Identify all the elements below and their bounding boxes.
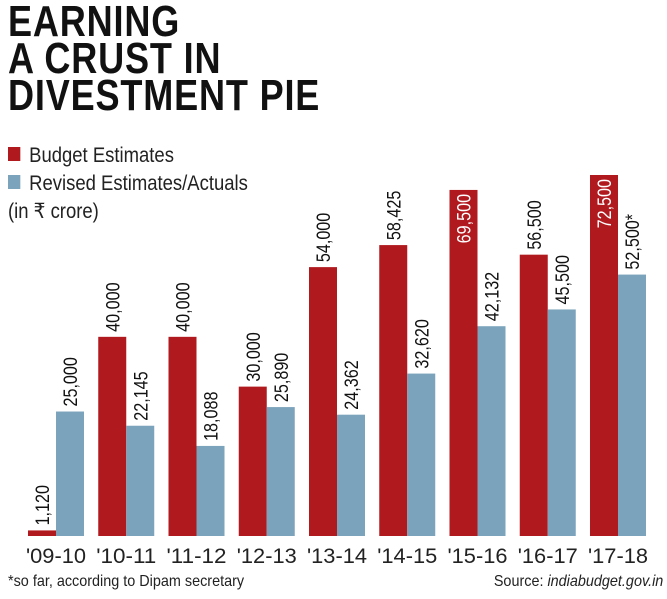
bar-revised [618,274,646,536]
x-tick-label: '11-12 [167,545,227,568]
x-tick-label: '13-14 [307,545,367,568]
legend-label: Revised Estimates/Actuals [29,172,248,195]
bar-revised [547,309,576,536]
source: Source: indiabudget.gov.in [494,573,663,591]
x-tick-label: '12-13 [237,545,297,568]
bar-budget [309,267,337,536]
legend-swatch-revised [8,175,21,189]
legend-item-budget: Budget Estimates [8,142,248,170]
bar-revised [337,414,365,536]
data-label: 72,500 [594,179,616,229]
bar-budget [590,175,618,536]
bar-revised [407,373,436,536]
unit-label: (in ₹ crore) [8,200,99,223]
title-line: DIVESTMENT PIE [8,71,321,120]
data-label: 56,500 [524,200,546,250]
data-label: 45,500 [552,255,574,305]
bar-revised [56,411,84,536]
data-label: 52,500* [622,214,644,270]
data-label: 58,425 [383,191,405,241]
data-label: 40,000 [102,282,124,332]
x-tick-label: '14-15 [377,545,437,568]
footnote: *so far, according to Dipam secretary [8,573,245,590]
data-label: 32,620 [411,319,433,369]
x-tick-label: '09-10 [26,545,86,568]
bar-budget [28,530,56,536]
x-tick-label: '17-18 [588,545,648,568]
data-label: 42,132 [481,272,503,321]
bar-budget [379,245,408,536]
data-label: 18,088 [200,391,222,441]
x-tick-label: '15-16 [448,545,508,568]
data-label: 24,362 [341,360,363,409]
title-line: A CRUST IN [8,34,222,83]
bar-budget [168,336,197,536]
data-label: 30,000 [243,332,265,382]
x-tick-label: '16-17 [518,545,578,568]
data-label: 25,890 [271,353,293,403]
bar-budget [98,336,127,536]
legend-item-revised: Revised Estimates/Actuals [8,170,248,198]
legend: Budget Estimates Revised Estimates/Actua… [8,142,248,226]
legend-label: Budget Estimates [29,144,174,167]
data-label: 1,120 [32,485,54,526]
data-label: 22,145 [130,371,152,421]
data-label: 69,500 [453,194,475,244]
data-label: 54,000 [313,213,335,263]
source-site: indiabudget.gov.in [547,573,663,590]
bar-revised [196,445,225,536]
bar-budget [449,189,478,536]
bar-budget [238,386,267,536]
bar-revised [126,425,155,536]
legend-swatch-budget [8,147,21,161]
title-line: EARNING [8,0,181,46]
bar-revised [266,407,295,536]
data-label: 25,000 [60,357,82,407]
x-tick-label: '10-11 [96,545,156,568]
chart-title: EARNING A CRUST IN DIVESTMENT PIE [8,0,321,120]
bar-revised [477,326,506,536]
data-label: 40,000 [172,282,194,332]
source-label: Source: [493,573,548,590]
bar-budget [519,254,548,537]
